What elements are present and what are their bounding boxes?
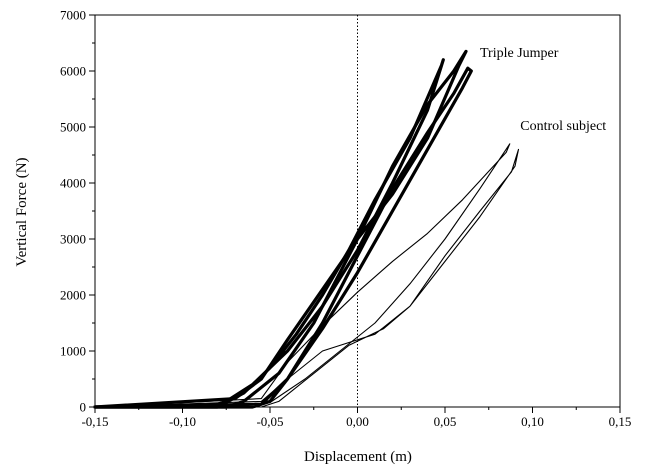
y-axis-title: Vertical Force (N) [14, 157, 30, 266]
x-tick-label: -0,10 [169, 414, 196, 429]
x-tick-label: -0,05 [256, 414, 283, 429]
y-tick-label: 4000 [60, 176, 86, 191]
y-tick-label: 0 [80, 400, 87, 415]
plot-frame [94, 14, 621, 408]
y-tick-label: 3000 [60, 232, 86, 247]
x-tick-label: 0,05 [434, 414, 457, 429]
axis-layer: -0,15 -0,10 -0,05 0,00 0,05 0,10 0,15 0 1000 2000… [60, 8, 631, 430]
data-layer [93, 49, 520, 409]
triple-jumper-label: Triple Jumper [480, 46, 559, 61]
triple-jumper-curve [93, 58, 445, 409]
x-axis-title: Displacement (m) [304, 449, 412, 465]
control-subject-label: Control subject [520, 119, 606, 134]
y-tick-label: 5000 [60, 120, 86, 135]
y-tick-label: 6000 [60, 64, 86, 79]
y-tick-label: 1000 [60, 344, 86, 359]
y-tick-label: 2000 [60, 288, 86, 303]
x-tick-label: 0,10 [521, 414, 544, 429]
x-tick-label: -0,15 [81, 414, 108, 429]
x-tick-label: 0,15 [609, 414, 632, 429]
x-tick-label: 0,00 [346, 414, 369, 429]
y-tick-label: 7000 [60, 8, 86, 23]
control-subject-curve [94, 143, 511, 408]
control-subject-curve [94, 148, 520, 408]
